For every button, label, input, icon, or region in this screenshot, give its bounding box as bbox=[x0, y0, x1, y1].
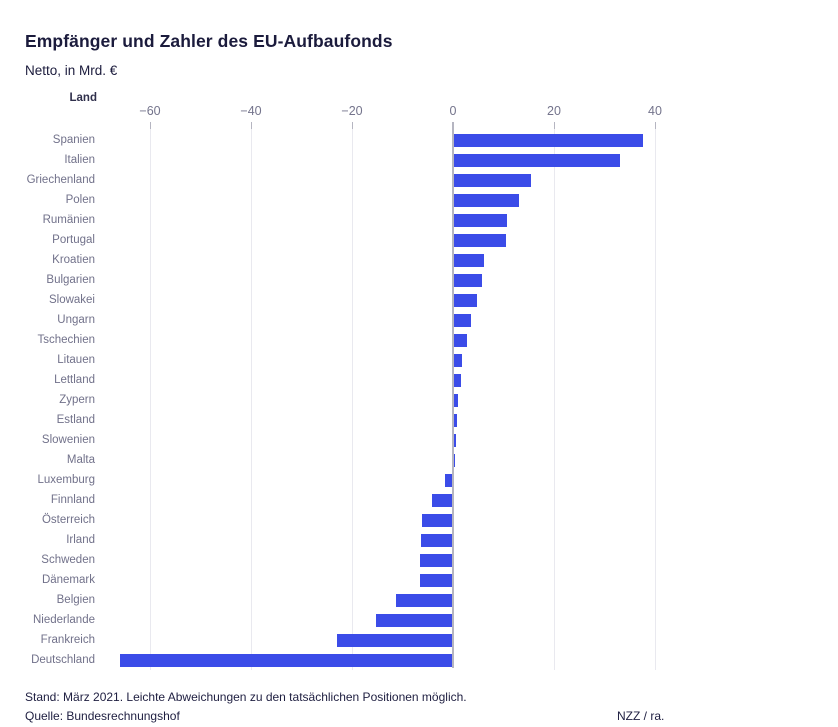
bar bbox=[454, 313, 472, 327]
bar bbox=[454, 453, 455, 467]
x-axis-tick-mark bbox=[352, 122, 353, 129]
country-label: Belgien bbox=[56, 594, 95, 606]
country-label: Frankreich bbox=[40, 634, 95, 646]
bar bbox=[454, 133, 644, 147]
gridline bbox=[655, 129, 656, 670]
country-label: Finnland bbox=[50, 494, 95, 506]
x-axis-tick-label: −60 bbox=[139, 104, 161, 118]
bar bbox=[454, 153, 620, 167]
bar bbox=[120, 653, 452, 667]
bar bbox=[454, 233, 506, 247]
footer-note: Stand: März 2021. Leichte Abweichungen z… bbox=[25, 690, 467, 704]
country-label: Ungarn bbox=[57, 314, 95, 326]
country-label: Kroatien bbox=[52, 254, 95, 266]
bar bbox=[445, 473, 452, 487]
x-axis-tick-label: 40 bbox=[648, 104, 662, 118]
country-label: Estland bbox=[56, 414, 95, 426]
country-label: Deutschland bbox=[31, 654, 95, 666]
bar bbox=[419, 573, 452, 587]
gridline bbox=[554, 129, 555, 670]
country-label: Österreich bbox=[41, 514, 95, 526]
country-label: Irland bbox=[66, 534, 95, 546]
bar bbox=[454, 253, 484, 267]
x-axis-tick-mark bbox=[150, 122, 151, 129]
country-label: Lettland bbox=[54, 374, 95, 386]
bar bbox=[454, 393, 458, 407]
gridline bbox=[251, 129, 252, 670]
page-title: Empfänger und Zahler des EU-Aufbaufonds bbox=[25, 31, 393, 51]
gridline bbox=[150, 129, 151, 670]
country-label: Spanien bbox=[52, 134, 95, 146]
country-label: Luxemburg bbox=[37, 474, 95, 486]
country-label: Bulgarien bbox=[46, 274, 95, 286]
footer-source: Quelle: Bundesrechnungshof bbox=[25, 709, 180, 723]
bar bbox=[454, 413, 457, 427]
x-axis-tick-mark bbox=[251, 122, 252, 129]
country-label: Portugal bbox=[52, 234, 95, 246]
country-label: Tschechien bbox=[37, 334, 95, 346]
bar bbox=[454, 193, 519, 207]
gridline bbox=[352, 129, 353, 670]
country-label: Schweden bbox=[41, 554, 95, 566]
bar bbox=[454, 273, 483, 287]
country-label: Litauen bbox=[57, 354, 95, 366]
x-axis-tick-label: 0 bbox=[449, 104, 457, 118]
bar bbox=[454, 353, 462, 367]
bar bbox=[422, 513, 452, 527]
bar bbox=[454, 433, 456, 447]
footer-credit: NZZ / ra. bbox=[617, 709, 665, 723]
bar bbox=[420, 533, 452, 547]
x-axis-tick-label: 20 bbox=[547, 104, 561, 118]
country-label: Dänemark bbox=[41, 574, 95, 586]
x-axis-tick-label: −20 bbox=[341, 104, 363, 118]
x-axis-tick-mark bbox=[554, 122, 555, 129]
bar bbox=[454, 213, 508, 227]
bar bbox=[420, 553, 452, 567]
bar bbox=[395, 593, 452, 607]
bar bbox=[454, 293, 478, 307]
country-label: Italien bbox=[64, 154, 95, 166]
country-label: Niederlande bbox=[32, 614, 95, 626]
country-label: Zypern bbox=[59, 394, 95, 406]
country-label: Malta bbox=[66, 454, 95, 466]
bar bbox=[336, 633, 452, 647]
bar bbox=[432, 493, 452, 507]
y-axis-column-header: Land bbox=[69, 92, 97, 104]
bar bbox=[376, 613, 452, 627]
country-label: Slowenien bbox=[41, 434, 95, 446]
country-label: Polen bbox=[65, 194, 95, 206]
zero-axis-line bbox=[452, 122, 454, 668]
x-axis-tick-mark bbox=[655, 122, 656, 129]
bar bbox=[454, 333, 467, 347]
country-label: Slowakei bbox=[48, 294, 95, 306]
bar bbox=[454, 373, 462, 387]
country-label: Rumänien bbox=[42, 214, 95, 226]
bar bbox=[454, 173, 531, 187]
x-axis-tick-label: −40 bbox=[240, 104, 262, 118]
chart-subtitle: Netto, in Mrd. € bbox=[25, 63, 118, 78]
country-label: Griechenland bbox=[26, 174, 95, 186]
